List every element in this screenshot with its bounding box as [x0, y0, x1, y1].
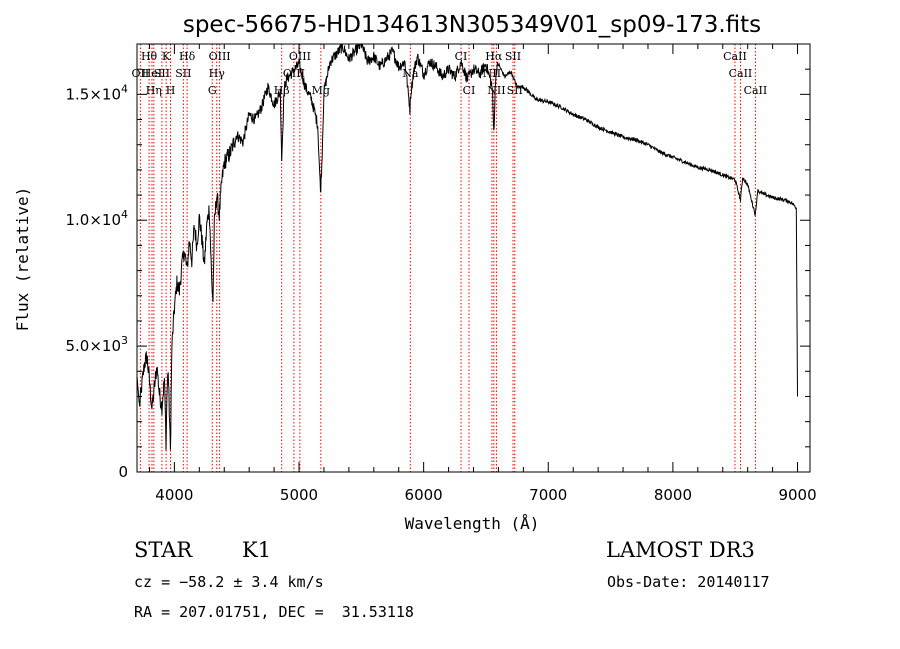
line-marker-label-8: SII: [175, 67, 191, 80]
y-tick-label-5000: 5.0×103: [65, 334, 128, 355]
line-marker-label-21: NII: [487, 84, 505, 97]
x-axis-label: Wavelength (Å): [405, 514, 540, 533]
y-axis-label: Flux (relative): [13, 187, 32, 332]
coordinates: RA = 207.01751, DEC = 31.53118: [134, 603, 414, 621]
line-marker-label-24: CaII: [723, 50, 747, 63]
x-tick-label-5000: 5000: [280, 486, 318, 504]
y-tick-label-15000: 1.5×104: [65, 82, 128, 103]
spectrum-line: [137, 44, 798, 451]
line-marker-label-17: CI: [455, 50, 468, 63]
x-tick-label-8000: 8000: [654, 486, 692, 504]
line-marker-label-25: CaII: [729, 67, 753, 80]
chart-title: spec-56675-HD134613N305349V01_sp09-173.f…: [183, 12, 761, 38]
line-marker-label-22: SII: [505, 50, 521, 63]
line-marker-label-3: Hη: [146, 84, 162, 97]
line-marker-label-11: G: [208, 84, 217, 97]
observation-date: Obs-Date: 20140117: [607, 573, 770, 591]
plot-frame: [136, 43, 811, 473]
y-tick-label-0: 0: [118, 463, 128, 481]
line-marker-label-26: CaII: [744, 84, 768, 97]
line-marker-label-23: SII: [507, 84, 523, 97]
y-axis-ticks: 0 5.0×103 1.0×104 1.5×104: [65, 43, 810, 481]
x-tick-label-4000: 4000: [155, 486, 193, 504]
line-marker-label-9: OIII: [209, 50, 231, 63]
line-marker-label-15: Mg: [312, 84, 330, 97]
line-marker-label-5: SII: [154, 67, 170, 80]
line-marker-label-1: OII: [132, 67, 150, 80]
object-class: STAR: [134, 538, 193, 562]
line-marker-label-10: Hγ: [209, 67, 226, 80]
line-marker-label-7: Hδ: [179, 50, 196, 63]
line-marker-label-4: K: [162, 50, 171, 63]
line-marker-label-12: OIII: [289, 50, 311, 63]
line-marker-label-2: HeI: [142, 67, 162, 80]
line-marker-label-14: Hβ: [274, 84, 290, 97]
x-tick-label-7000: 7000: [529, 486, 567, 504]
line-marker-label-0: Hθ: [141, 50, 158, 63]
line-markers: [139, 44, 756, 472]
spectrum-group: [137, 44, 798, 451]
line-marker-label-19: Hα: [485, 50, 503, 63]
x-tick-label-6000: 6000: [405, 486, 443, 504]
line-marker-label-20: NII: [483, 67, 501, 80]
x-tick-label-9000: 9000: [778, 486, 816, 504]
y-tick-label-10000: 1.0×104: [65, 208, 128, 229]
x-axis-ticks: 4000 5000 6000 7000 8000 9000: [148, 44, 817, 504]
line-marker-label-18: CI: [463, 84, 476, 97]
object-subclass: K1: [242, 538, 272, 562]
line-marker-label-16: Na: [402, 67, 419, 80]
survey-name: LAMOST DR3: [606, 538, 755, 562]
line-marker-label-6: H: [166, 84, 176, 97]
redshift-text: cz = −58.2 ± 3.4 km/s: [134, 573, 324, 591]
